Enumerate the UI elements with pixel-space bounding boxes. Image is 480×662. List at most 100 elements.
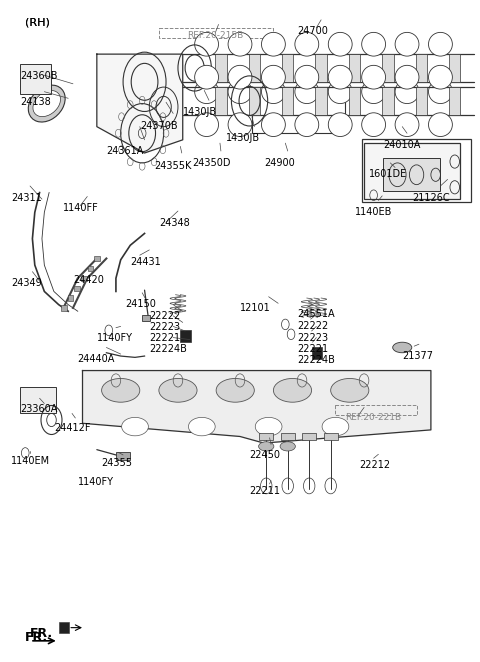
Text: 24700: 24700 [297,26,328,36]
Text: 22212: 22212 [360,459,390,469]
Ellipse shape [262,32,285,56]
Text: 24355K: 24355K [154,161,192,171]
Ellipse shape [429,66,452,89]
Ellipse shape [362,80,385,103]
Ellipse shape [429,32,452,56]
Text: 22221: 22221 [297,344,328,354]
Text: 22223: 22223 [297,333,328,343]
Ellipse shape [362,32,385,56]
Ellipse shape [33,91,60,117]
Ellipse shape [280,442,295,451]
Text: 23360A: 23360A [21,404,58,414]
Text: REF.20-221B: REF.20-221B [345,413,401,422]
Text: FR.: FR. [25,631,48,644]
Text: 24150: 24150 [125,299,156,309]
Ellipse shape [255,417,282,436]
Ellipse shape [322,417,349,436]
Ellipse shape [228,80,252,103]
Bar [215,54,227,82]
Ellipse shape [331,379,369,402]
Ellipse shape [102,379,140,402]
Bar [59,622,69,633]
Ellipse shape [195,32,218,56]
Bar [215,87,227,115]
Bar [349,54,360,82]
Bar [416,87,427,115]
Bar [349,87,360,115]
Ellipse shape [295,80,319,103]
Text: FR.: FR. [30,626,53,639]
Ellipse shape [259,442,274,451]
Bar [282,87,293,115]
Text: 21126C: 21126C [412,193,449,203]
Bar [324,433,338,440]
Ellipse shape [295,32,319,56]
Ellipse shape [395,66,419,89]
Text: 1140FF: 1140FF [63,203,99,213]
Text: 22221: 22221 [149,333,180,343]
Text: 24412F: 24412F [54,423,90,434]
Text: 24551A: 24551A [297,309,335,319]
Bar [61,305,67,310]
Text: 1430JB: 1430JB [226,133,260,143]
Text: 22222: 22222 [149,311,180,321]
Ellipse shape [195,80,218,103]
Text: 24900: 24900 [264,158,295,168]
Bar [364,143,459,199]
Bar [302,433,316,440]
Bar [68,295,73,301]
Bar [81,275,87,281]
Text: (RH): (RH) [25,18,50,28]
Text: 24348: 24348 [159,218,190,228]
Bar [383,158,441,191]
Bar [88,265,94,271]
Ellipse shape [328,80,352,103]
Text: 22224B: 22224B [297,355,335,365]
Text: 24138: 24138 [21,97,51,107]
Text: 24370B: 24370B [140,121,178,131]
Bar [142,314,150,321]
Bar [449,54,460,82]
Text: 12101: 12101 [240,303,271,313]
Text: 22450: 22450 [250,449,280,459]
Bar [282,54,293,82]
Polygon shape [97,54,183,153]
Text: 1140FY: 1140FY [97,333,133,343]
Text: 24010A: 24010A [383,140,420,150]
Ellipse shape [189,417,215,436]
Bar [116,451,130,459]
Text: 24349: 24349 [11,278,42,288]
Bar [249,54,260,82]
Ellipse shape [262,66,285,89]
Ellipse shape [216,379,254,402]
Text: 1430JB: 1430JB [183,107,217,117]
Text: 22224B: 22224B [149,344,187,354]
Bar [382,87,394,115]
Text: 24360B: 24360B [21,71,58,81]
Bar [315,87,327,115]
Ellipse shape [262,113,285,136]
Ellipse shape [228,113,252,136]
Text: 24311: 24311 [11,193,42,203]
Bar [449,87,460,115]
Text: 24431: 24431 [130,256,161,267]
Bar [21,387,56,413]
Ellipse shape [28,85,65,122]
Text: (RH): (RH) [25,18,50,28]
Bar [95,256,100,261]
Ellipse shape [429,80,452,103]
Ellipse shape [429,113,452,136]
Ellipse shape [395,80,419,103]
Text: 24355: 24355 [102,457,132,467]
Text: REF.20-215B: REF.20-215B [188,31,244,40]
Text: 21377: 21377 [402,351,433,361]
Ellipse shape [121,417,148,436]
Bar [259,433,274,440]
Text: 22222: 22222 [297,321,328,331]
Bar [281,433,295,440]
Ellipse shape [395,32,419,56]
Ellipse shape [228,32,252,56]
Text: 1140EB: 1140EB [355,207,392,217]
Text: 24440A: 24440A [78,354,115,364]
Ellipse shape [274,379,312,402]
